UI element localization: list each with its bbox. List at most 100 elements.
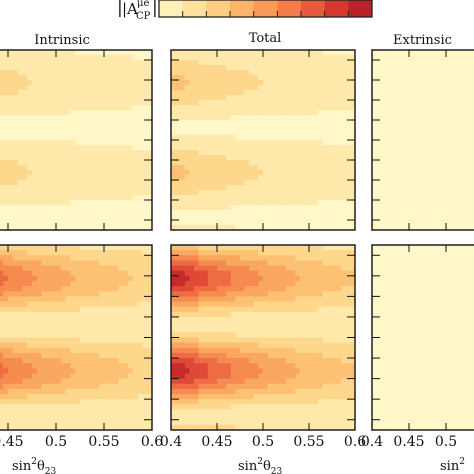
- heatmap-cell: [132, 180, 138, 186]
- heatmap-cell: [453, 195, 458, 201]
- heatmap-cell: [171, 190, 176, 196]
- heatmap-cell: [137, 140, 143, 146]
- heatmap-cell: [286, 90, 291, 96]
- heatmap-cell: [104, 110, 110, 116]
- heatmap-cell: [375, 65, 380, 71]
- heatmap-cell: [304, 55, 310, 61]
- heatmap-cell: [372, 145, 377, 151]
- heatmap-cell: [468, 150, 473, 156]
- heatmap-cell: [409, 170, 414, 176]
- heatmap-cell: [198, 55, 204, 61]
- heatmap-cell: [253, 185, 259, 191]
- heatmap-cell: [341, 150, 347, 156]
- heatmap-cell: [46, 140, 52, 146]
- heatmap-cell: [412, 175, 417, 181]
- heatmap-cell: [394, 215, 399, 221]
- heatmap-cell: [267, 50, 273, 56]
- heatmap-cell: [32, 80, 38, 86]
- heatmap-cell: [123, 115, 129, 121]
- heatmap-cell: [203, 190, 209, 196]
- heatmap-cell: [12, 373, 18, 380]
- heatmap-cell: [442, 60, 447, 66]
- heatmap-cell: [203, 85, 209, 91]
- heatmap-cell: [180, 65, 186, 71]
- heatmap-cell: [386, 130, 391, 136]
- heatmap-cell: [446, 135, 451, 141]
- heatmap-cell: [46, 135, 52, 141]
- heatmap-cell: [108, 165, 114, 171]
- heatmap-cell: [442, 120, 447, 126]
- heatmap-cell: [449, 110, 454, 116]
- heatmap-cell: [336, 210, 342, 216]
- heatmap-cell: [258, 135, 264, 141]
- heatmap-cell: [272, 130, 278, 136]
- heatmap-cell: [383, 195, 388, 201]
- heatmap-cell: [304, 180, 310, 186]
- heatmap-cell: [244, 155, 250, 161]
- heatmap-cell: [442, 50, 447, 56]
- heatmap-cell: [309, 155, 314, 161]
- heatmap-cell: [3, 195, 9, 201]
- heatmap-cell: [75, 225, 81, 231]
- heatmap-cell: [244, 175, 250, 181]
- heatmap-cell: [12, 347, 18, 354]
- heatmap-cell: [180, 200, 186, 206]
- heatmap-cell: [438, 145, 443, 151]
- heatmap-cell: [299, 105, 305, 111]
- heatmap-cell: [457, 95, 462, 101]
- heatmap-cell: [36, 195, 42, 201]
- heatmap-cell: [420, 210, 425, 216]
- heatmap-cell: [434, 155, 439, 161]
- heatmap-cell: [51, 100, 57, 106]
- heatmap-cell: [180, 105, 186, 111]
- heatmap-cell: [240, 140, 245, 146]
- heatmap-cell: [123, 175, 129, 181]
- heatmap-cell: [128, 90, 134, 96]
- heatmap-cell: [104, 70, 110, 76]
- heatmap-cell: [132, 135, 138, 141]
- heatmap-cell: [89, 115, 95, 121]
- heatmap-cell: [420, 205, 425, 211]
- heatmap-cell: [383, 180, 388, 186]
- heatmap-cell: [8, 337, 14, 344]
- heatmap-cell: [3, 342, 9, 349]
- heatmap-cell: [84, 50, 90, 56]
- heatmap-cell: [113, 60, 119, 66]
- heatmap-cell: [438, 75, 443, 81]
- heatmap-cell: [194, 60, 199, 66]
- heatmap-cell: [453, 210, 458, 216]
- heatmap-cell: [332, 135, 337, 141]
- heatmap-cell: [137, 165, 143, 171]
- heatmap-cell: [94, 225, 100, 231]
- heatmap-cell: [203, 55, 209, 61]
- heatmap-cell: [128, 180, 134, 186]
- heatmap-cell: [286, 220, 291, 226]
- heatmap-cell: [405, 85, 410, 91]
- heatmap-cell: [397, 140, 402, 146]
- heatmap-cell: [235, 195, 241, 201]
- heatmap-cell: [332, 180, 337, 186]
- heatmap-cell: [128, 55, 134, 61]
- heatmap-cell: [207, 105, 213, 111]
- heatmap-cell: [142, 50, 148, 56]
- heatmap-cell: [263, 90, 268, 96]
- heatmap-cell: [128, 165, 134, 171]
- heatmap-cell: [99, 85, 105, 91]
- heatmap-cell: [423, 190, 428, 196]
- heatmap-cell: [36, 145, 42, 151]
- heatmap-cell: [336, 125, 342, 131]
- heatmap-cell: [56, 55, 62, 61]
- heatmap-cell: [460, 70, 465, 76]
- heatmap-cell: [221, 110, 227, 116]
- heatmap-cell: [17, 409, 23, 415]
- heatmap-cell: [0, 260, 4, 266]
- heatmap-cell: [290, 60, 296, 66]
- heatmap-cell: [189, 215, 195, 221]
- heatmap-cell: [427, 80, 432, 86]
- heatmap-cell: [17, 250, 23, 256]
- heatmap-cell: [431, 100, 436, 106]
- heatmap-cell: [84, 210, 90, 216]
- heatmap-cell: [123, 70, 129, 76]
- heatmap-cell: [290, 90, 296, 96]
- heatmap-cell: [207, 185, 213, 191]
